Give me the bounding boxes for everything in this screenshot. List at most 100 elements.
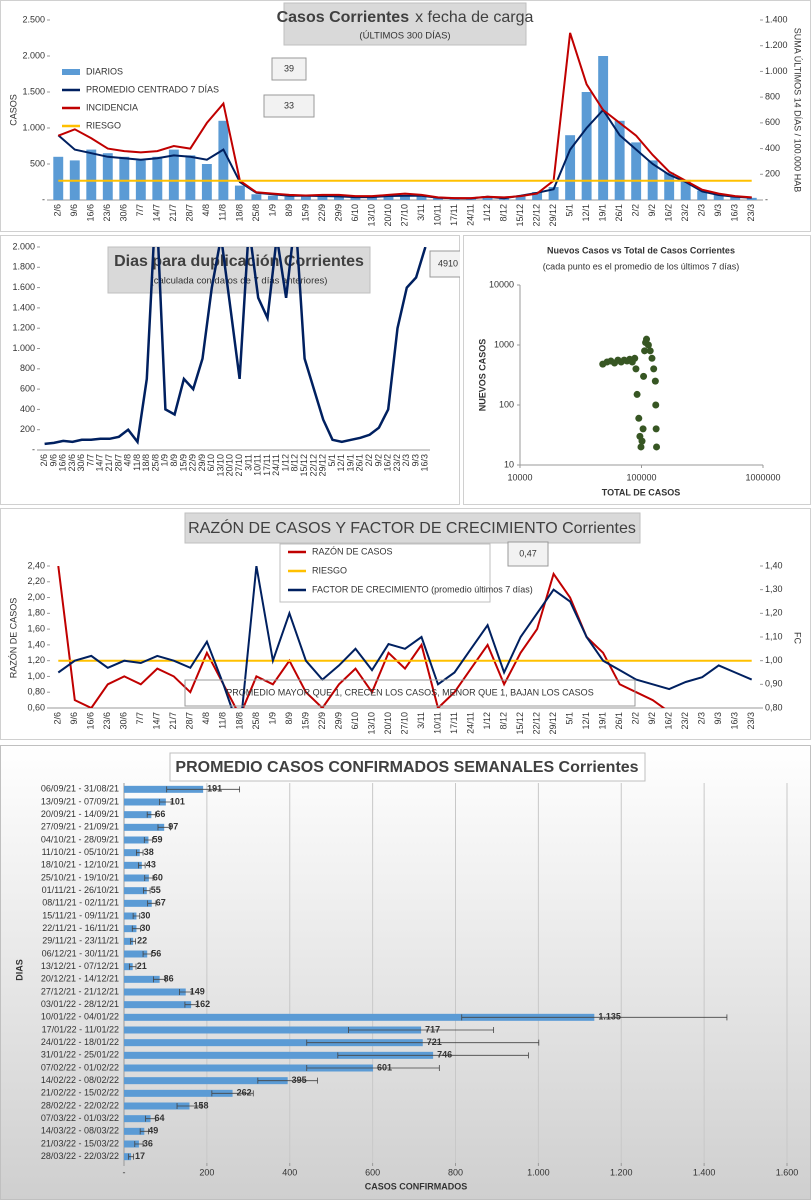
- bar: [713, 194, 724, 200]
- x-tick-label: 29/9: [333, 204, 343, 222]
- x-tick-label: 28/7: [113, 454, 123, 472]
- y2-tick-label: 600: [765, 117, 780, 127]
- x-tick-label: 6/10: [206, 454, 216, 472]
- x-tick-label: 14/7: [95, 454, 105, 472]
- x-tick-label: 13/10: [366, 712, 376, 735]
- x-tick-label: 16/2: [383, 454, 393, 472]
- x-tick-label: 1/9: [267, 204, 277, 217]
- value-label: 162: [195, 999, 210, 1009]
- chart-scatter: Nuevos Casos vs Total de Casos Corriente…: [463, 235, 811, 505]
- y-label: CASOS: [8, 94, 18, 126]
- bar: [124, 785, 204, 793]
- x-tick-label: 11/8: [218, 204, 228, 221]
- bar: [124, 849, 140, 857]
- y-label: DIAS: [14, 959, 24, 981]
- x-tick-label: 23/6: [67, 454, 77, 472]
- bar: [367, 197, 377, 200]
- x-tick-label: 23/2: [392, 454, 402, 472]
- legend-swatch: [62, 69, 80, 75]
- bar: [124, 1051, 434, 1059]
- error-bar: [166, 786, 241, 793]
- x-tick-label: 26/1: [614, 712, 624, 730]
- y-tick-label: 800: [20, 363, 35, 373]
- x-tick-label: 22/12: [308, 454, 318, 477]
- x-tick-label: 20/10: [225, 454, 235, 477]
- annotation-box: [429, 250, 460, 278]
- x-tick-label: 4/8: [201, 204, 211, 217]
- x-tick-label: 24/11: [465, 204, 475, 226]
- value-label: 67: [156, 898, 166, 908]
- value-label: 55: [151, 885, 161, 895]
- x-tick-label: 21/7: [104, 454, 114, 472]
- y-tick-label: 1.600: [12, 282, 35, 292]
- x-tick-label: 8/9: [284, 204, 294, 217]
- error-bar: [306, 1039, 540, 1046]
- x-tick-label: 30/6: [119, 204, 129, 222]
- x-tick-label: 9/6: [48, 454, 58, 467]
- x-tick-label: 12/1: [336, 454, 346, 472]
- x-tick-label: 15/12: [515, 712, 525, 735]
- x-tick-label: 9/6: [69, 204, 79, 217]
- x-tick-label: 10/11: [253, 454, 263, 476]
- x-tick-label: 9/3: [713, 712, 723, 725]
- annotation: 0,47: [519, 548, 537, 558]
- error-bar: [176, 1103, 203, 1109]
- y2-tick-label: -: [765, 194, 768, 204]
- bar: [251, 194, 262, 200]
- subtitle: (calculada con datos de 7 días anteriore…: [151, 276, 328, 287]
- x-tick-label: 13/10: [215, 454, 225, 477]
- error-bar: [147, 900, 157, 907]
- y-tick-label: 0,60: [27, 702, 45, 712]
- value-label: 30: [140, 923, 150, 933]
- bar: [350, 197, 361, 200]
- x-tick-label: 16/2: [664, 712, 674, 730]
- value-label: 49: [148, 1126, 158, 1136]
- point: [632, 365, 640, 373]
- point: [639, 425, 647, 433]
- legend-label: PROMEDIO CENTRADO 7 DÍAS: [86, 84, 219, 94]
- bar: [598, 56, 609, 200]
- x-tick-label: 14/7: [152, 204, 162, 222]
- value-label: 36: [143, 1138, 153, 1148]
- y-tick-label: 13/09/21 - 07/09/21: [41, 796, 119, 806]
- bar: [124, 1077, 288, 1085]
- chart-title: Nuevos Casos vs Total de Casos Corriente…: [547, 245, 735, 255]
- x-tick-label: 25/8: [251, 712, 261, 730]
- point: [641, 347, 649, 355]
- bar: [746, 197, 757, 200]
- bar: [515, 196, 526, 200]
- error-bar: [131, 925, 141, 932]
- y-tick-label: 21/03/22 - 15/03/22: [41, 1138, 119, 1148]
- bar: [185, 155, 196, 200]
- bar: [102, 153, 113, 200]
- x-tick-label: 29/9: [333, 712, 343, 730]
- x-tick-label: 16/3: [730, 204, 740, 222]
- point: [635, 414, 643, 422]
- bar: [680, 179, 691, 200]
- x-tick-label: 22/9: [188, 454, 198, 472]
- y-tick-label: 1.200: [12, 323, 35, 333]
- y-tick-label: 10: [504, 459, 514, 469]
- x-tick-label: 2/2: [631, 712, 641, 725]
- bar: [124, 1064, 374, 1072]
- x-tick-label: 10000: [507, 472, 532, 482]
- y2-tick-label: 0,90: [765, 679, 783, 689]
- x-tick-label: 22/9: [317, 204, 327, 222]
- error-bar: [130, 938, 137, 945]
- x-tick-label: 1000000: [745, 472, 780, 482]
- bar: [383, 195, 394, 200]
- y-tick-label: 08/11/21 - 02/11/21: [42, 898, 119, 908]
- series-line: [57, 566, 753, 708]
- x-tick-label: 17/11: [449, 204, 459, 226]
- y-tick-label: 22/11/21 - 16/11/21: [42, 923, 119, 933]
- x-tick-label: 20/10: [383, 712, 393, 735]
- x-tick-label: 1/9: [267, 712, 277, 725]
- x-tick-label: 25/8: [251, 204, 261, 222]
- legend-label: INCIDENCIA: [86, 102, 138, 112]
- x-tick-label: 9/2: [647, 204, 657, 217]
- chart-title: PROMEDIO CASOS CONFIRMADOS SEMANALES Cor…: [175, 759, 638, 776]
- y2-label: SUMA ÚLTIMOS 14 DÍAS / 100.000 HAB: [793, 28, 803, 192]
- x-tick-label: 1.400: [693, 1167, 716, 1177]
- bar: [631, 142, 642, 200]
- error-bar: [159, 799, 173, 805]
